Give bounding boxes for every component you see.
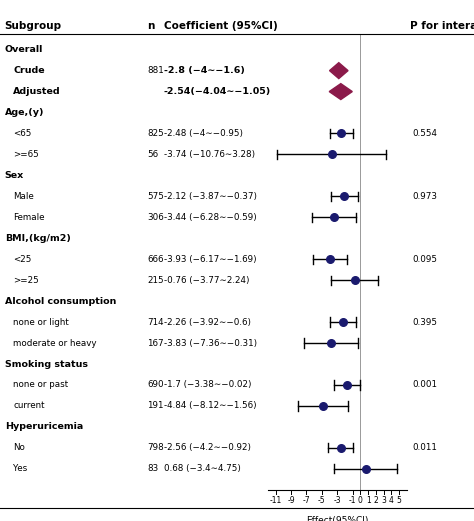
Text: moderate or heavy: moderate or heavy — [13, 339, 97, 348]
Text: -11: -11 — [269, 496, 282, 505]
Text: 666: 666 — [147, 255, 164, 264]
Text: 306: 306 — [147, 213, 164, 222]
Text: 690: 690 — [147, 380, 164, 390]
Text: -3: -3 — [333, 496, 341, 505]
Text: Male: Male — [13, 192, 34, 201]
Text: 798: 798 — [147, 443, 164, 452]
Point — [327, 339, 335, 347]
Text: current: current — [13, 401, 45, 411]
Point — [319, 402, 327, 410]
Text: 5: 5 — [397, 496, 401, 505]
Point — [362, 465, 369, 473]
Text: 0.554: 0.554 — [412, 129, 438, 138]
Text: >=65: >=65 — [13, 150, 39, 159]
Text: -7: -7 — [302, 496, 310, 505]
Text: 3: 3 — [381, 496, 386, 505]
Text: 191: 191 — [147, 401, 164, 411]
Text: none or past: none or past — [13, 380, 68, 390]
Text: Crude: Crude — [13, 66, 45, 75]
Text: 56: 56 — [147, 150, 158, 159]
Text: 714: 714 — [147, 318, 164, 327]
Text: -4.84 (−8.12∼−1.56): -4.84 (−8.12∼−1.56) — [164, 401, 256, 411]
Text: -2.54(−4.04∼−1.05): -2.54(−4.04∼−1.05) — [164, 87, 271, 96]
Text: Smoking status: Smoking status — [5, 359, 88, 368]
Text: >=25: >=25 — [13, 276, 39, 284]
Text: Effect(95%CI): Effect(95%CI) — [306, 516, 368, 521]
Text: Age,(y): Age,(y) — [5, 108, 44, 117]
Text: 0.011: 0.011 — [412, 443, 437, 452]
Point — [337, 444, 345, 452]
Text: BMI,(kg/m2): BMI,(kg/m2) — [5, 234, 71, 243]
Text: -3.93 (−6.17∼−1.69): -3.93 (−6.17∼−1.69) — [164, 255, 256, 264]
Text: 1: 1 — [366, 496, 371, 505]
Text: Alcohol consumption: Alcohol consumption — [5, 296, 116, 306]
Text: -1.7 (−3.38∼−0.02): -1.7 (−3.38∼−0.02) — [164, 380, 251, 390]
Text: -2.26 (−3.92∼−0.6): -2.26 (−3.92∼−0.6) — [164, 318, 251, 327]
Text: Coefficient (95%CI): Coefficient (95%CI) — [164, 21, 277, 31]
Text: Female: Female — [13, 213, 45, 222]
Polygon shape — [329, 83, 352, 100]
Text: 881: 881 — [147, 66, 164, 75]
Text: Adjusted: Adjusted — [13, 87, 61, 96]
Text: 83: 83 — [147, 464, 158, 473]
Text: Overall: Overall — [5, 45, 43, 54]
Text: -3.74 (−10.76∼3.28): -3.74 (−10.76∼3.28) — [164, 150, 255, 159]
Point — [326, 255, 334, 264]
Text: Hyperuricemia: Hyperuricemia — [5, 423, 83, 431]
Text: -3.44 (−6.28∼−0.59): -3.44 (−6.28∼−0.59) — [164, 213, 256, 222]
Point — [351, 276, 358, 284]
Text: -0.76 (−3.77∼2.24): -0.76 (−3.77∼2.24) — [164, 276, 249, 284]
Text: 825: 825 — [147, 129, 164, 138]
Text: 575: 575 — [147, 192, 164, 201]
Point — [339, 318, 347, 326]
Text: <65: <65 — [13, 129, 32, 138]
Text: -9: -9 — [287, 496, 295, 505]
Point — [337, 129, 345, 138]
Text: -2.56 (−4.2∼−0.92): -2.56 (−4.2∼−0.92) — [164, 443, 251, 452]
Text: 0.68 (−3.4∼4.75): 0.68 (−3.4∼4.75) — [164, 464, 240, 473]
Text: -3.83 (−7.36∼−0.31): -3.83 (−7.36∼−0.31) — [164, 339, 256, 348]
Text: 2: 2 — [374, 496, 378, 505]
Text: 0.395: 0.395 — [412, 318, 438, 327]
Text: -1: -1 — [349, 496, 356, 505]
Text: -2.8 (−4∼−1.6): -2.8 (−4∼−1.6) — [164, 66, 245, 75]
Text: Yes: Yes — [13, 464, 27, 473]
Text: Subgroup: Subgroup — [5, 21, 62, 31]
Text: <25: <25 — [13, 255, 32, 264]
Text: 215: 215 — [147, 276, 164, 284]
Text: n: n — [147, 21, 155, 31]
Text: 0.095: 0.095 — [412, 255, 438, 264]
Text: No: No — [13, 443, 25, 452]
Text: -5: -5 — [318, 496, 326, 505]
Text: 4: 4 — [389, 496, 394, 505]
Text: -2.48 (−4∼−0.95): -2.48 (−4∼−0.95) — [164, 129, 243, 138]
Text: -2.12 (−3.87∼−0.37): -2.12 (−3.87∼−0.37) — [164, 192, 256, 201]
Text: P for interaction: P for interaction — [410, 21, 474, 31]
Text: 0.973: 0.973 — [412, 192, 438, 201]
Point — [328, 150, 335, 158]
Polygon shape — [329, 63, 348, 79]
Point — [344, 381, 351, 389]
Text: 167: 167 — [147, 339, 164, 348]
Text: 0: 0 — [358, 496, 363, 505]
Text: 0.001: 0.001 — [412, 380, 438, 390]
Text: Sex: Sex — [5, 171, 24, 180]
Text: none or light: none or light — [13, 318, 69, 327]
Point — [340, 192, 348, 201]
Point — [330, 213, 337, 221]
